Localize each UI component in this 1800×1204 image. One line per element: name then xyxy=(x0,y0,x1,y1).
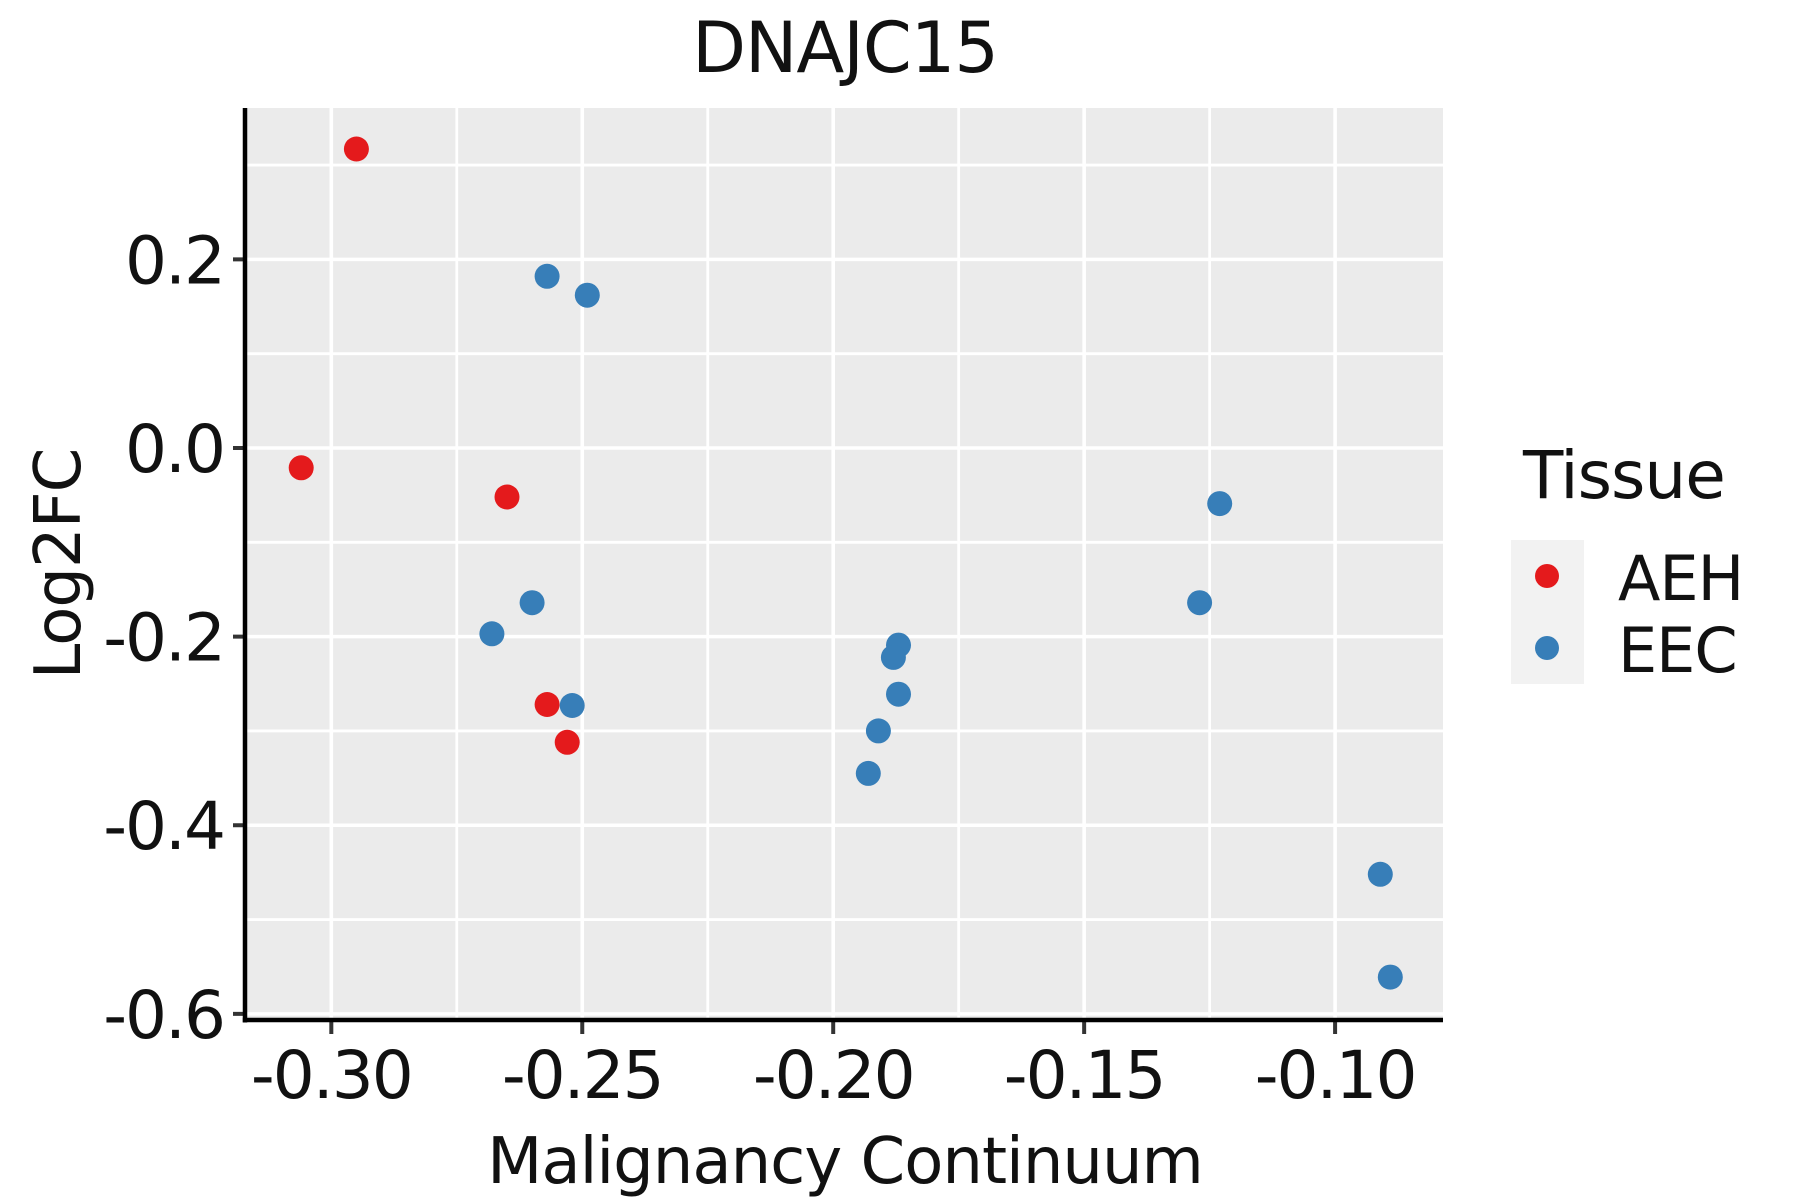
y-tick-label: -0.4 xyxy=(103,788,224,865)
y-tick-label: 0.2 xyxy=(125,222,224,299)
x-tick-label: -0.30 xyxy=(251,1037,412,1114)
data-point-eec xyxy=(479,621,505,647)
y-tick-label: 0.0 xyxy=(125,411,224,488)
legend: Tissue AEH EEC xyxy=(1511,437,1744,687)
data-point-eec xyxy=(1377,964,1403,990)
legend-label-eec: EEC xyxy=(1618,614,1737,687)
major-gridlines xyxy=(247,108,1443,1020)
data-point-eec xyxy=(574,282,600,308)
data-point-aeh xyxy=(288,455,314,481)
y-tick-label: -0.6 xyxy=(103,977,224,1054)
data-point-eec xyxy=(519,590,545,616)
data-point-eec xyxy=(534,263,560,289)
data-point-eec xyxy=(855,760,881,786)
data-points-layer xyxy=(288,136,1403,990)
legend-label-aeh: AEH xyxy=(1618,542,1743,615)
x-tick-label: -0.10 xyxy=(1255,1037,1416,1114)
x-tick-label: -0.15 xyxy=(1004,1037,1165,1114)
x-tick-label: -0.25 xyxy=(502,1037,663,1114)
y-tick-label: -0.2 xyxy=(103,600,224,677)
legend-marker-eec-icon xyxy=(1535,636,1559,660)
data-point-aeh xyxy=(554,729,580,755)
data-point-aeh xyxy=(534,692,560,717)
x-axis-title: Malignancy Continuum xyxy=(487,1125,1203,1199)
data-point-eec xyxy=(1207,491,1233,517)
axis-tick-labels: -0.30 -0.25 -0.20 -0.15 -0.10 0.2 0.0 -0.2 -0.4 -… xyxy=(103,222,1417,1114)
chart-title: DNAJC15 xyxy=(692,7,998,89)
data-point-eec xyxy=(1367,861,1393,887)
data-point-aeh xyxy=(494,484,520,510)
data-point-eec xyxy=(559,693,585,718)
data-point-eec xyxy=(886,681,911,707)
data-point-eec xyxy=(865,718,891,744)
y-axis-title: Log2FC xyxy=(22,449,96,680)
data-point-eec xyxy=(1187,590,1213,616)
legend-marker-aeh-icon xyxy=(1535,564,1559,588)
x-tick-label: -0.20 xyxy=(753,1037,914,1114)
plot-panel xyxy=(247,108,1443,1020)
data-point-aeh xyxy=(343,136,369,162)
legend-title: Tissue xyxy=(1522,437,1725,514)
data-point-eec xyxy=(880,644,906,670)
